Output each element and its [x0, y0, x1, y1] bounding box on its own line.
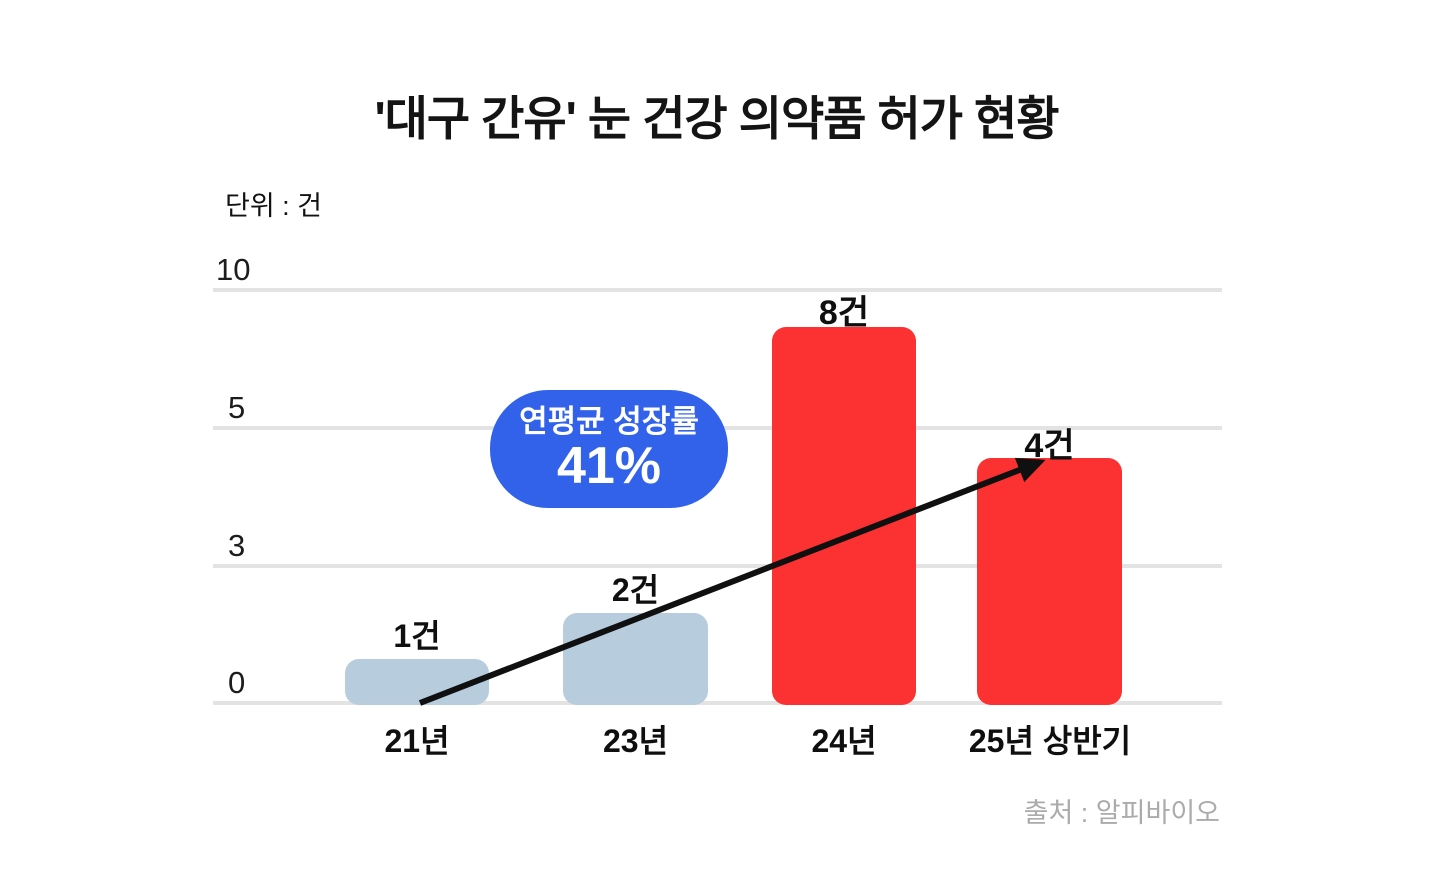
bar-value-24: 8건 [818, 294, 870, 332]
unit-label: 단위 : 건 [225, 191, 323, 221]
growth-rate-badge-label: 연평균 성장률 [519, 403, 699, 439]
growth-rate-badge-value: 41% [556, 436, 662, 495]
growth-rate-badge: 연평균 성장률 41% [490, 390, 728, 508]
bar-value-23: 2건 [611, 572, 660, 608]
bar-value-25h1: 4건 [1024, 427, 1075, 465]
ytick-10: 10 [216, 252, 251, 287]
ytick-5: 5 [228, 390, 246, 425]
xtick-23: 23년 [602, 723, 669, 759]
source-label: 출처 : 알피바이오 [1023, 798, 1220, 828]
chart-title: '대구 간유' 눈 건강 의약품 허가 현황 [374, 92, 1059, 145]
bar-25h1 [977, 458, 1122, 705]
ytick-0: 0 [228, 665, 246, 700]
gridline-10 [213, 288, 1222, 292]
xtick-24: 24년 [811, 723, 877, 759]
xtick-21: 21년 [384, 723, 450, 759]
ytick-3: 3 [228, 528, 246, 563]
bar-value-21: 1건 [393, 618, 441, 654]
bar-23 [563, 613, 708, 705]
bar-24 [772, 327, 916, 705]
xtick-25h1: 25년 상반기 [968, 723, 1132, 759]
bar-21 [345, 659, 489, 705]
